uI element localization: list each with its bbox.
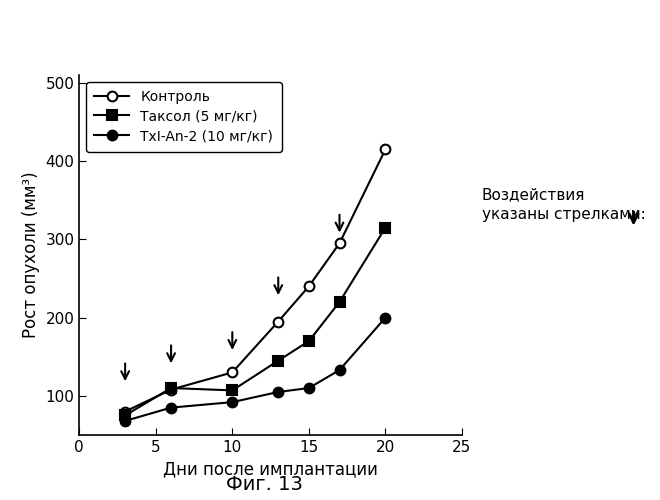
Таксол (5 мг/кг) bbox=[275, 358, 282, 364]
Контроль bbox=[121, 408, 129, 414]
Text: Фиг. 13: Фиг. 13 bbox=[226, 475, 302, 494]
TxI-An-2 (10 мг/кг) bbox=[381, 314, 389, 320]
TxI-An-2 (10 мг/кг) bbox=[121, 418, 129, 424]
Контроль bbox=[335, 240, 343, 246]
Контроль bbox=[228, 370, 236, 376]
Контроль bbox=[167, 386, 175, 392]
Таксол (5 мг/кг) bbox=[381, 224, 389, 230]
Контроль bbox=[381, 146, 389, 152]
TxI-An-2 (10 мг/кг) bbox=[167, 404, 175, 410]
Legend: Контроль, Таксол (5 мг/кг), TxI-An-2 (10 мг/кг): Контроль, Таксол (5 мг/кг), TxI-An-2 (10… bbox=[86, 82, 282, 152]
Line: TxI-An-2 (10 мг/кг): TxI-An-2 (10 мг/кг) bbox=[120, 312, 390, 426]
Таксол (5 мг/кг) bbox=[305, 338, 313, 344]
Y-axis label: Рост опухоли (мм³): Рост опухоли (мм³) bbox=[22, 172, 40, 338]
Контроль bbox=[305, 284, 313, 290]
Text: указаны стрелками:: указаны стрелками: bbox=[482, 208, 645, 222]
Контроль bbox=[275, 318, 282, 324]
X-axis label: Дни после имплантации: Дни после имплантации bbox=[163, 460, 378, 478]
Таксол (5 мг/кг) bbox=[228, 388, 236, 394]
Таксол (5 мг/кг) bbox=[167, 385, 175, 391]
TxI-An-2 (10 мг/кг) bbox=[228, 399, 236, 405]
Таксол (5 мг/кг) bbox=[121, 412, 129, 418]
Таксол (5 мг/кг) bbox=[335, 299, 343, 305]
TxI-An-2 (10 мг/кг) bbox=[305, 385, 313, 391]
Text: Воздействия: Воздействия bbox=[482, 188, 585, 202]
Line: Контроль: Контроль bbox=[120, 144, 390, 416]
Line: Таксол (5 мг/кг): Таксол (5 мг/кг) bbox=[120, 222, 390, 420]
TxI-An-2 (10 мг/кг) bbox=[275, 389, 282, 395]
TxI-An-2 (10 мг/кг) bbox=[335, 367, 343, 373]
